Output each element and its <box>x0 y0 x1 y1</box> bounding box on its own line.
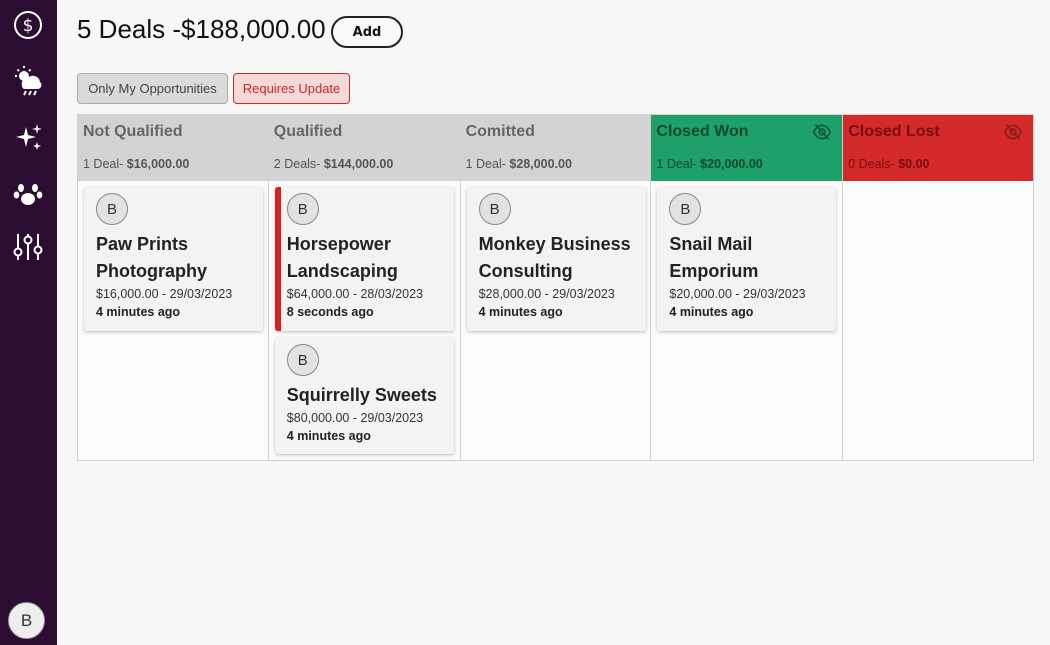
deal-count: 0 Deals- <box>848 157 899 171</box>
column-summary: 1 Deal- $16,000.00 <box>83 157 189 171</box>
weather-icon[interactable] <box>11 63 45 97</box>
deal-amount-date: $80,000.00 - 29/03/2023 <box>286 411 424 425</box>
column-comitted: Comitted 1 Deal- $28,000.00 B Monkey Bus… <box>460 115 652 460</box>
column-title: Qualified <box>273 123 343 140</box>
deal-card[interactable]: B Snail Mail Emporium $20,000.00 - 29/03… <box>657 187 837 331</box>
column-qualified: Qualified 2 Deals- $144,000.00 B Horsepo… <box>268 115 461 460</box>
page-title: 5 Deals -$188,000.00 <box>77 14 326 44</box>
owner-avatar: B <box>96 193 128 225</box>
deal-count: 1 Deal- <box>83 157 127 171</box>
column-summary: 1 Deal- $28,000.00 <box>466 157 572 171</box>
deal-title: Horsepower Landscaping <box>286 234 398 281</box>
deal-updated: 8 seconds ago <box>286 305 374 319</box>
column-closed-won: Closed Won 1 Deal- $20,000.00 B Snail Ma… <box>651 115 844 460</box>
deal-card[interactable]: B Monkey Business Consulting $28,000.00 … <box>466 187 646 331</box>
deal-amount-date: $28,000.00 - 29/03/2023 <box>478 287 615 301</box>
column-header: Closed Won 1 Deal- $20,000.00 <box>651 115 843 181</box>
column-header: Not Qualified 1 Deal- $16,000.00 <box>78 115 268 181</box>
requires-update-button[interactable]: Requires Update <box>233 73 350 104</box>
deal-title: Squirrelly Sweets <box>286 385 437 405</box>
deal-amount-date: $16,000.00 - 29/03/2023 <box>96 287 233 301</box>
deal-total: $0.00 <box>898 157 930 171</box>
add-button[interactable]: Add <box>331 16 403 48</box>
deal-count: 2 Deals- <box>273 157 324 171</box>
column-not-qualified: Not Qualified 1 Deal- $16,000.00 B Paw P… <box>78 115 269 460</box>
owner-avatar: B <box>669 193 702 225</box>
column-header: Closed Lost 0 Deals- $0.00 <box>843 115 1033 181</box>
deal-card-requires-update[interactable]: B Horsepower Landscaping $64,000.00 - 28… <box>274 187 454 331</box>
deal-total: $16,000.00 <box>126 157 190 171</box>
deal-updated: 4 minutes ago <box>478 305 563 319</box>
deal-updated: 4 minutes ago <box>286 429 371 443</box>
eye-off-icon[interactable] <box>1003 123 1023 141</box>
deal-card[interactable]: B Paw Prints Photography $16,000.00 - 29… <box>84 187 263 331</box>
owner-avatar: B <box>478 193 511 225</box>
svg-text:$: $ <box>23 16 34 36</box>
owner-avatar: B <box>286 193 319 225</box>
deal-amount-date: $20,000.00 - 29/03/2023 <box>669 287 806 301</box>
deal-title: Paw Prints Photography <box>96 234 207 281</box>
dollar-icon[interactable]: $ <box>11 8 45 42</box>
paw-icon[interactable] <box>11 176 45 210</box>
column-title: Comitted <box>465 123 535 140</box>
column-summary: 2 Deals- $144,000.00 <box>274 157 394 171</box>
column-summary: 0 Deals- $0.00 <box>848 157 929 171</box>
deal-count: 1 Deal- <box>465 157 510 171</box>
deal-updated: 4 minutes ago <box>96 305 181 319</box>
column-title: Closed Won <box>656 123 749 140</box>
column-closed-lost: Closed Lost 0 Deals- $0.00 <box>843 115 1033 460</box>
user-avatar[interactable]: B <box>8 602 45 639</box>
deal-total: $144,000.00 <box>323 157 394 171</box>
deal-title: Snail Mail Emporium <box>669 234 759 281</box>
deal-board: Not Qualified 1 Deal- $16,000.00 B Paw P… <box>77 114 1034 461</box>
deal-title: Monkey Business Consulting <box>478 234 631 281</box>
sliders-icon[interactable] <box>11 230 45 264</box>
deal-card[interactable]: B Squirrelly Sweets $80,000.00 - 29/03/2… <box>274 338 454 454</box>
owner-avatar: B <box>286 344 319 376</box>
column-header: Qualified 2 Deals- $144,000.00 <box>268 115 460 181</box>
deal-total: $28,000.00 <box>509 157 572 171</box>
only-my-opportunities-button[interactable]: Only My Opportunities <box>77 73 228 104</box>
column-header: Comitted 1 Deal- $28,000.00 <box>460 115 651 181</box>
sparkles-icon[interactable] <box>11 120 45 154</box>
deal-total: $20,000.00 <box>700 157 763 171</box>
column-title: Not Qualified <box>83 123 183 140</box>
deal-count: 1 Deal- <box>656 157 701 171</box>
sidebar: $ B <box>0 0 57 645</box>
column-summary: 1 Deal- $20,000.00 <box>656 157 762 171</box>
deal-amount-date: $64,000.00 - 28/03/2023 <box>286 287 424 301</box>
deal-updated: 4 minutes ago <box>669 305 754 319</box>
eye-off-icon[interactable] <box>812 123 832 141</box>
column-title: Closed Lost <box>848 123 940 140</box>
